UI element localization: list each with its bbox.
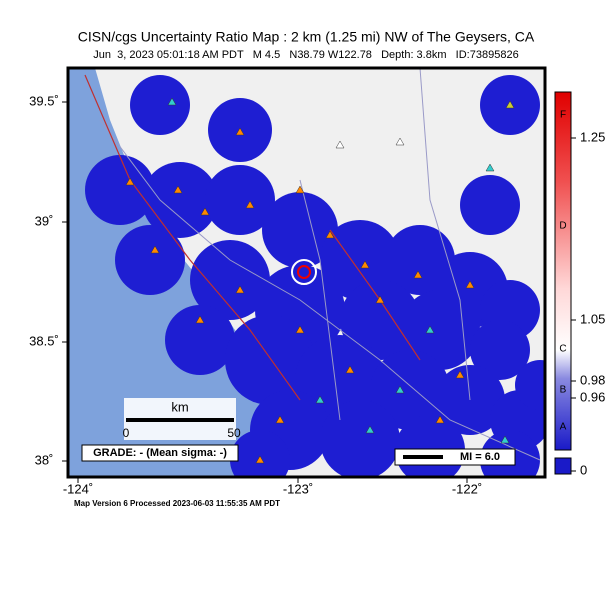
station (235, 127, 245, 136)
coverage (85, 75, 545, 477)
ticks: 39.5˚ 39˚ 38.5˚ 38˚ -124˚ -123˚ -122˚ (29, 93, 482, 496)
mi-label: MI = 6.0 (460, 451, 500, 463)
scale-unit: km (171, 399, 188, 414)
station (325, 230, 335, 239)
station (167, 97, 177, 106)
station (485, 163, 495, 172)
colorbar-label: B (560, 385, 567, 396)
colorbar-labels: F 1.25 D 1.05 C 0.98 B 0.96 A 0 (559, 110, 605, 478)
station (500, 435, 510, 444)
stations (125, 97, 515, 464)
lat-label: 38.5˚ (29, 333, 59, 348)
coverage-area (460, 175, 520, 235)
station (235, 285, 245, 294)
lon-label: -122˚ (452, 481, 482, 496)
station (395, 385, 405, 394)
footer: Map Version 6 Processed 2023-06-03 11:55… (74, 499, 280, 508)
epicenter (297, 265, 311, 279)
station (360, 260, 370, 269)
station (465, 280, 475, 289)
lat-label: 39.5˚ (29, 93, 59, 108)
colorbar-label: A (560, 422, 567, 433)
colorbar-label: 1.25 (580, 129, 605, 144)
station (375, 295, 385, 304)
lat-label: 38˚ (35, 452, 54, 467)
station (365, 425, 375, 434)
fault (84, 74, 301, 401)
coverage-area (205, 165, 275, 235)
coverage-area (515, 360, 545, 410)
subtitle: Jun 3, 2023 05:01:18 AM PDT M 4.5 N38.79… (93, 49, 518, 61)
roads (99, 68, 541, 461)
lon-label: -123˚ (283, 481, 313, 496)
map-frame (66, 66, 547, 479)
colorbar-label: 1.05 (580, 311, 605, 326)
station (200, 207, 210, 216)
grade-box (81, 444, 239, 462)
colorbar-label: C (559, 344, 566, 355)
scale-label: 50 (227, 426, 241, 440)
colorbar-label: F (560, 110, 566, 121)
coverage-area (130, 75, 190, 135)
station (505, 100, 515, 109)
coverage-area (165, 305, 235, 375)
station (125, 177, 135, 186)
mi-box (394, 448, 516, 466)
colorbar-label: 0.96 (580, 389, 605, 404)
title: CISN/cgs Uncertainty Ratio Map : 2 km (1… (78, 29, 535, 45)
colorbar-label: D (559, 221, 566, 232)
station (275, 415, 285, 424)
station (195, 315, 205, 324)
station (150, 245, 160, 254)
coverage-area (85, 155, 155, 225)
station (295, 325, 305, 334)
coverage-area (370, 350, 450, 430)
coverage-area (400, 290, 480, 370)
scale-bar (126, 418, 234, 422)
colorbar-label: 0.98 (580, 372, 605, 387)
coverage-area (230, 430, 290, 477)
coverage-area (225, 315, 315, 405)
station (173, 185, 183, 194)
station (295, 185, 305, 194)
station (425, 325, 435, 334)
colorbar-zero (554, 457, 572, 475)
coverage-area (190, 240, 270, 320)
colorbar (554, 91, 572, 451)
coverage-area (262, 192, 338, 268)
colorbar-label: 0 (580, 462, 587, 477)
map (68, 68, 545, 477)
epicenter-ring (291, 259, 317, 285)
station (255, 455, 265, 464)
coverage-area (142, 162, 218, 238)
coverage-area (470, 320, 530, 380)
lon-label: -124˚ (63, 481, 93, 496)
mi-line (403, 455, 443, 459)
station (413, 270, 423, 279)
coverage-area (115, 225, 185, 295)
station (435, 415, 445, 424)
station (245, 200, 255, 209)
coverage-area (320, 400, 400, 477)
station (315, 395, 325, 404)
grade: GRADE: - (Mean sigma: -) (93, 447, 227, 459)
station (345, 365, 355, 374)
scale-label: 0 (123, 426, 130, 440)
lat-label: 39˚ (35, 213, 54, 228)
station (335, 140, 345, 149)
station (455, 370, 465, 379)
station (395, 137, 405, 146)
